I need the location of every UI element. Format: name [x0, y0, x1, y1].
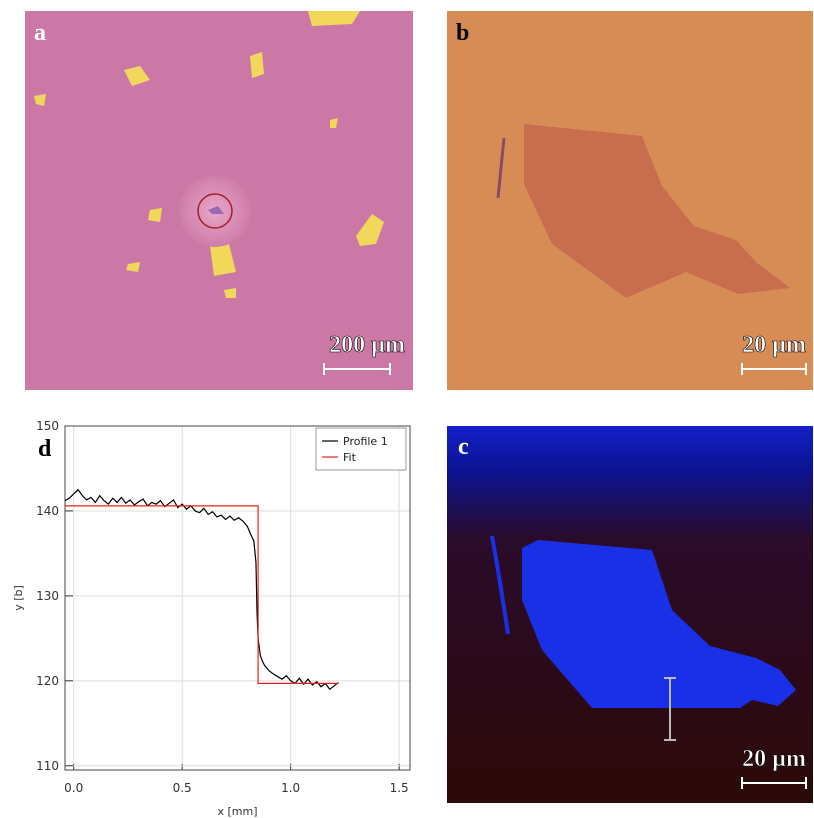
panel-b: b 20 µm	[447, 11, 813, 390]
panel-a: a 200 µm	[25, 11, 413, 390]
x-axis-label: x [mm]	[217, 805, 257, 818]
y-tick-label: 130	[36, 589, 59, 603]
plot-area	[65, 426, 410, 770]
scale-label: 20 µm	[742, 746, 806, 772]
panel-label: a	[34, 20, 46, 46]
y-tick-label: 120	[36, 674, 59, 688]
x-tick-label: 1.0	[281, 781, 300, 795]
panel-label: d	[38, 436, 52, 462]
x-tick-label: 0.5	[173, 781, 192, 795]
legend-label: Profile 1	[343, 435, 388, 448]
panel-label: b	[456, 20, 469, 46]
y-tick-label: 140	[36, 504, 59, 518]
scale-label: 20 µm	[742, 332, 806, 358]
panel-c: c 20 µm	[447, 426, 813, 803]
panel-label: c	[458, 434, 469, 460]
panel-d: d 0.0 0.5 1.0 1.5 110 120 130 140 150 x [mm] y [b]…	[12, 419, 410, 818]
y-tick-label: 110	[36, 759, 59, 773]
flake	[250, 52, 264, 78]
legend-label: Fit	[343, 451, 357, 464]
x-tick-label: 0.0	[64, 781, 83, 795]
y-tick-label: 150	[36, 419, 59, 433]
scale-label: 200 µm	[329, 332, 405, 358]
figure-svg: a 200 µm b 20 µm c 20 µm d 0.0 0.5 1.0 1.5 1…	[0, 0, 814, 818]
figure: a 200 µm b 20 µm c 20 µm d 0.0 0.5 1.0 1.5 1…	[0, 0, 814, 818]
flake	[148, 208, 162, 222]
x-tick-label: 1.5	[390, 781, 409, 795]
y-axis-label: y [b]	[12, 585, 25, 611]
